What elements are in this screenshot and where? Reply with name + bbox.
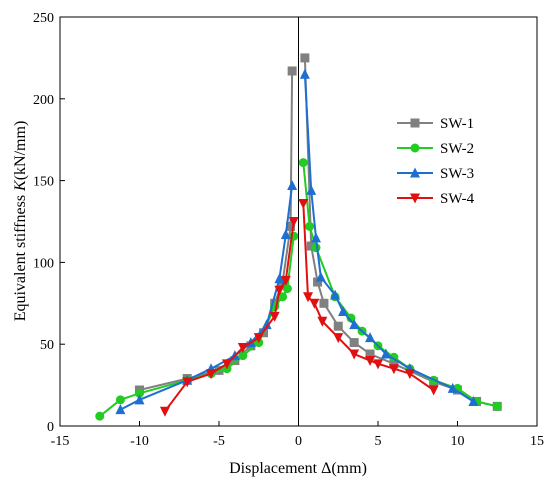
data-point bbox=[338, 305, 349, 316]
legend-label: SW-3 bbox=[440, 166, 474, 182]
y-tick-label: 250 bbox=[33, 11, 54, 26]
data-point bbox=[346, 313, 356, 323]
data-point bbox=[315, 271, 326, 282]
y-axis-label: Equivalent stiffness K(kN/mm) bbox=[12, 121, 29, 322]
data-point bbox=[313, 277, 323, 287]
y-tick-label: 0 bbox=[47, 420, 54, 435]
data-point bbox=[238, 351, 248, 361]
data-point bbox=[278, 292, 288, 302]
data-point bbox=[447, 382, 458, 393]
y-axis-label-part-1: Equivalent stiffness bbox=[12, 191, 29, 321]
data-point bbox=[303, 292, 314, 303]
data-point bbox=[492, 401, 502, 411]
data-point bbox=[317, 316, 328, 327]
data-point bbox=[305, 221, 315, 231]
y-tick-label: 200 bbox=[33, 93, 54, 108]
data-point bbox=[280, 229, 291, 240]
legend-label: SW-4 bbox=[440, 191, 475, 207]
data-point bbox=[115, 404, 126, 415]
y-tick-label: 50 bbox=[40, 338, 54, 353]
x-axis-label: Displacement Δ(mm) bbox=[229, 460, 367, 477]
data-point bbox=[115, 395, 125, 405]
data-point bbox=[134, 394, 145, 405]
legend-marker bbox=[410, 143, 420, 153]
series-SW-1 bbox=[135, 53, 502, 411]
data-point bbox=[298, 158, 308, 168]
y-axis-label-part-3: (kN/mm) bbox=[12, 121, 29, 181]
x-tick-label: 5 bbox=[375, 434, 382, 449]
x-tick-label: 15 bbox=[530, 434, 544, 449]
data-point bbox=[95, 411, 105, 421]
data-point bbox=[365, 332, 376, 343]
data-point bbox=[298, 199, 309, 210]
data-point bbox=[389, 359, 399, 369]
data-point bbox=[300, 53, 310, 63]
data-point bbox=[468, 395, 479, 406]
data-point bbox=[299, 68, 310, 79]
data-point bbox=[388, 364, 399, 375]
x-tick-label: -10 bbox=[130, 434, 149, 449]
data-point bbox=[404, 369, 415, 380]
data-point bbox=[333, 333, 344, 344]
legend-label: SW-1 bbox=[440, 116, 474, 132]
data-point bbox=[159, 406, 170, 417]
legend-marker bbox=[410, 167, 420, 178]
x-tick-label: 10 bbox=[451, 434, 465, 449]
data-point bbox=[221, 359, 232, 370]
legend-marker bbox=[410, 118, 420, 128]
y-tick-label: 150 bbox=[33, 175, 54, 190]
data-point bbox=[261, 319, 272, 330]
data-point bbox=[288, 217, 299, 227]
data-point bbox=[306, 184, 317, 195]
y-tick-label: 100 bbox=[33, 256, 54, 271]
data-point bbox=[253, 333, 264, 344]
data-point bbox=[310, 232, 321, 243]
series-line-negative bbox=[164, 221, 295, 412]
data-point bbox=[309, 298, 320, 309]
data-point bbox=[280, 275, 291, 286]
legend-label: SW-2 bbox=[440, 141, 474, 157]
data-point bbox=[319, 298, 329, 308]
series-SW-3 bbox=[115, 68, 479, 415]
data-point bbox=[380, 348, 391, 359]
data-point bbox=[306, 241, 316, 251]
data-point bbox=[135, 388, 144, 398]
y-axis-label-part-2: K bbox=[12, 179, 29, 192]
data-point bbox=[206, 369, 217, 380]
data-point bbox=[330, 289, 341, 300]
data-point bbox=[269, 311, 280, 322]
data-point bbox=[365, 349, 375, 359]
series-SW-4 bbox=[159, 199, 439, 417]
data-point bbox=[349, 338, 359, 348]
data-point bbox=[182, 377, 193, 388]
data-point bbox=[274, 285, 285, 296]
data-point bbox=[373, 359, 383, 370]
data-point bbox=[274, 273, 285, 284]
data-point bbox=[333, 321, 343, 331]
data-point bbox=[349, 319, 360, 330]
series-line-negative bbox=[139, 70, 294, 391]
legend: SW-1 SW-2 SW-3 SW-4 bbox=[397, 116, 475, 207]
data-point bbox=[287, 180, 298, 191]
data-point bbox=[230, 356, 240, 366]
data-point bbox=[365, 356, 376, 367]
series-layer bbox=[95, 53, 502, 421]
data-point bbox=[286, 221, 296, 231]
data-point bbox=[287, 66, 297, 76]
x-tick-label: -15 bbox=[51, 434, 70, 449]
series-line-positive bbox=[303, 57, 498, 408]
series-line-positive bbox=[303, 74, 474, 403]
data-point bbox=[237, 342, 248, 353]
data-point bbox=[349, 349, 360, 360]
legend-marker bbox=[410, 193, 420, 204]
x-tick-label: -5 bbox=[213, 434, 225, 449]
x-tick-label: 0 bbox=[295, 434, 302, 449]
data-point bbox=[282, 284, 292, 294]
data-point bbox=[428, 385, 439, 396]
